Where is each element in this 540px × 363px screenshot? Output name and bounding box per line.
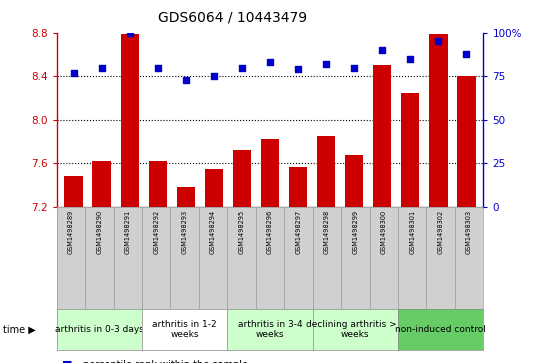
Point — [350, 65, 359, 70]
Bar — [289, 167, 307, 207]
Point — [434, 38, 443, 44]
Text: arthritis in 1-2
weeks: arthritis in 1-2 weeks — [152, 320, 217, 339]
Point — [294, 66, 302, 72]
Bar — [345, 155, 363, 207]
Text: GSM1498293: GSM1498293 — [181, 210, 188, 254]
Bar — [261, 139, 279, 207]
Point — [69, 70, 78, 76]
Text: arthritis in 0-3 days: arthritis in 0-3 days — [55, 325, 144, 334]
Point — [125, 30, 134, 36]
Text: GSM1498291: GSM1498291 — [125, 210, 131, 254]
Text: percentile rank within the sample: percentile rank within the sample — [83, 360, 248, 363]
Point — [181, 77, 190, 83]
Text: GDS6064 / 10443479: GDS6064 / 10443479 — [158, 11, 307, 25]
Bar — [177, 187, 195, 207]
Point — [210, 73, 218, 79]
Text: GSM1498299: GSM1498299 — [352, 210, 359, 254]
Text: arthritis in 3-4
weeks: arthritis in 3-4 weeks — [238, 320, 302, 339]
Bar — [205, 169, 223, 207]
Text: GSM1498298: GSM1498298 — [324, 210, 330, 254]
Text: GSM1498300: GSM1498300 — [381, 210, 387, 254]
Text: ■: ■ — [62, 360, 72, 363]
Point — [322, 61, 330, 67]
Bar — [401, 93, 420, 207]
Point — [378, 47, 387, 53]
Point — [406, 56, 415, 62]
Text: GSM1498301: GSM1498301 — [409, 210, 415, 254]
Text: GSM1498302: GSM1498302 — [437, 210, 444, 254]
Point — [153, 65, 162, 70]
Bar — [317, 136, 335, 207]
Point — [266, 60, 274, 65]
Bar — [92, 161, 111, 207]
Text: declining arthritis > 2
weeks: declining arthritis > 2 weeks — [306, 320, 405, 339]
Point — [462, 51, 471, 57]
Text: GSM1498290: GSM1498290 — [96, 210, 103, 254]
Text: GSM1498303: GSM1498303 — [466, 210, 472, 254]
Text: GSM1498296: GSM1498296 — [267, 210, 273, 254]
Point — [238, 65, 246, 70]
Bar — [373, 65, 392, 207]
Bar — [429, 34, 448, 207]
Bar — [233, 150, 251, 207]
Text: GSM1498292: GSM1498292 — [153, 210, 159, 254]
Bar — [64, 176, 83, 207]
Bar — [148, 161, 167, 207]
Text: GSM1498289: GSM1498289 — [68, 210, 74, 254]
Text: GSM1498295: GSM1498295 — [239, 210, 245, 254]
Bar — [457, 76, 476, 207]
Text: GSM1498297: GSM1498297 — [295, 210, 301, 254]
Text: time ▶: time ▶ — [3, 325, 36, 334]
Text: non-induced control: non-induced control — [395, 325, 486, 334]
Point — [97, 65, 106, 70]
Bar — [120, 34, 139, 207]
Text: GSM1498294: GSM1498294 — [210, 210, 216, 254]
